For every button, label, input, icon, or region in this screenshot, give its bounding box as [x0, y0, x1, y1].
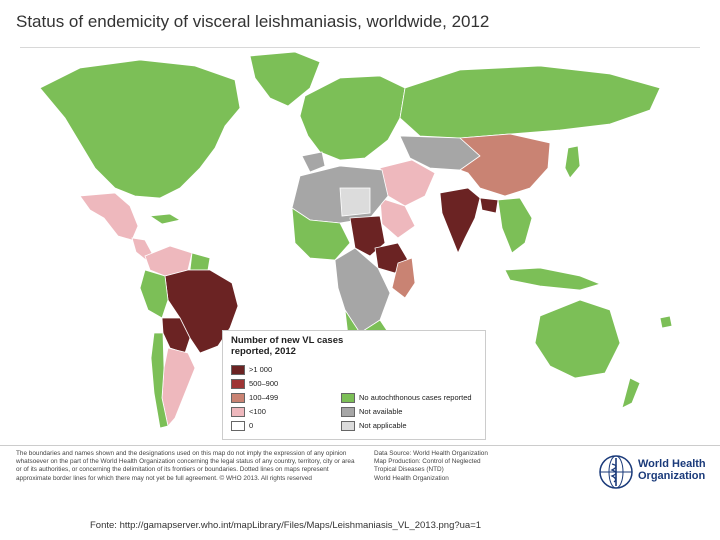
region-india	[439, 187, 481, 255]
legend-swatch-not-available	[341, 407, 355, 417]
region-peru-ecuador	[139, 269, 169, 319]
region-arabian-peninsula	[379, 197, 416, 239]
region-europe	[299, 75, 406, 161]
legend-swatch-500-900	[231, 379, 245, 389]
region-guianas	[189, 252, 211, 271]
legend-label-not-applicable: Not applicable	[359, 421, 407, 430]
region-new-zealand	[621, 377, 641, 409]
region-middle-east	[379, 159, 436, 207]
legend-label-none-reported: No autochthonous cases reported	[359, 393, 472, 402]
legend-swatch-gt1000	[231, 365, 245, 375]
region-west-africa	[291, 207, 351, 261]
legend-label-100-499: 100–499	[249, 393, 279, 402]
legend-swatch-zero	[231, 421, 245, 431]
region-pacific-islands	[659, 315, 673, 329]
credits-line1: Data Source: World Health Organization	[374, 450, 488, 457]
region-chile	[150, 332, 169, 429]
region-north-africa	[291, 165, 389, 224]
region-libya-egypt	[339, 187, 371, 217]
legend-title-line2: reported, 2012	[231, 346, 296, 357]
legend-title: Number of new VL cases reported, 2012	[231, 335, 431, 357]
legend-title-line1: Number of new VL cases	[231, 335, 344, 346]
credits-line3: Tropical Diseases (NTD)	[374, 466, 444, 474]
region-bangladesh-nepal	[479, 197, 499, 214]
map-title: Status of endemicity of visceral leishma…	[16, 12, 490, 31]
map-legend: Number of new VL cases reported, 2012 >1…	[222, 330, 486, 440]
region-japan	[564, 145, 581, 179]
legend-label-lt100: <100	[249, 407, 266, 416]
legend-label-zero: 0	[249, 421, 254, 430]
legend-swatch-100-499	[231, 393, 245, 403]
region-argentina	[161, 347, 196, 427]
who-logo-line1: World Health	[638, 458, 706, 470]
region-iberia	[301, 151, 326, 173]
region-indonesia	[504, 267, 602, 291]
world-map-svg	[39, 51, 673, 429]
region-australia	[534, 299, 621, 379]
legend-label-gt1000: >1 000	[249, 365, 273, 374]
source-caption: Fonte: http://gamapserver.who.int/mapLib…	[90, 520, 482, 531]
legend-swatch-none-reported	[341, 393, 355, 403]
legend-label-not-available: Not available	[359, 407, 403, 416]
map-footer: The boundaries and names shown and the d…	[0, 445, 720, 501]
data-credits: Data Source: World Health Organization M…	[374, 450, 544, 483]
region-china	[459, 133, 551, 197]
disclaimer-text: The boundaries and names shown and the d…	[16, 450, 355, 482]
legend-label-500-900: 500–900	[249, 379, 279, 388]
credits-line2: Map Production: Control of Neglected	[374, 458, 481, 466]
who-logo-text: World Health Organization	[638, 458, 706, 482]
region-north-america	[39, 59, 241, 199]
credits-line4: World Health Organization	[374, 474, 449, 482]
who-logo-line2: Organization	[638, 470, 706, 482]
who-emblem-icon	[599, 455, 633, 489]
region-russia	[399, 65, 661, 139]
who-logo: World Health Organization	[598, 454, 713, 494]
region-southeast-asia	[497, 197, 533, 254]
legend-swatch-lt100	[231, 407, 245, 417]
region-mexico	[79, 192, 139, 241]
legend-swatch-not-applicable	[341, 421, 355, 431]
region-caribbean	[148, 213, 182, 225]
region-somalia-kenya	[391, 257, 416, 299]
region-greenland	[249, 51, 321, 107]
